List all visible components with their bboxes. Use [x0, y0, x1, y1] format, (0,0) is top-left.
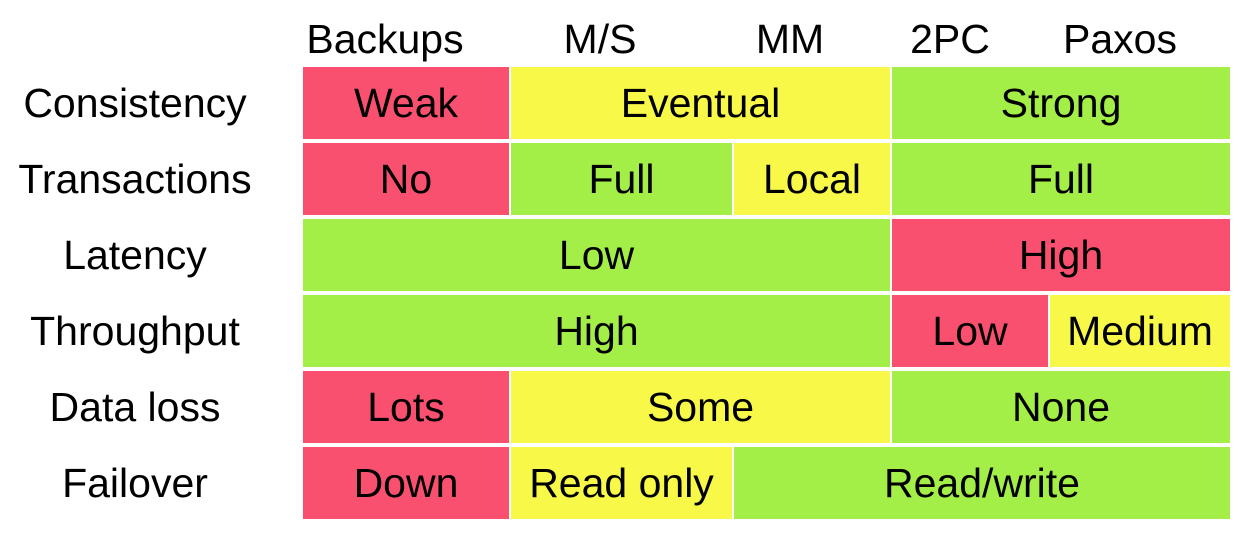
cell-consistency-strong: Strong — [892, 67, 1230, 139]
row-label-failover: Failover — [62, 460, 208, 506]
cell-transactions-full-ms: Full — [511, 143, 732, 215]
column-header-multi-master: MM — [755, 16, 825, 62]
row-label-data-loss: Data loss — [49, 384, 221, 430]
cell-data-loss-lots: Lots — [303, 371, 509, 443]
cell-throughput-medium: Medium — [1050, 295, 1230, 367]
cell-latency-low: Low — [303, 219, 890, 291]
cell-latency-high: High — [892, 219, 1230, 291]
row-label-consistency: Consistency — [23, 80, 247, 126]
cell-failover-read-write: Read/write — [734, 447, 1230, 519]
cell-throughput-high: High — [303, 295, 890, 367]
cell-consistency-eventual: Eventual — [511, 67, 890, 139]
cell-throughput-low: Low — [892, 295, 1048, 367]
cell-transactions-no: No — [303, 143, 509, 215]
column-header-2pc: 2PC — [910, 16, 990, 62]
row-label-throughput: Throughput — [30, 308, 240, 354]
column-header-paxos: Paxos — [1063, 16, 1177, 62]
column-header-master-slave: M/S — [563, 16, 637, 62]
cell-data-loss-some: Some — [511, 371, 890, 443]
row-label-transactions: Transactions — [18, 156, 252, 202]
cell-consistency-weak: Weak — [303, 67, 509, 139]
row-label-latency: Latency — [63, 232, 207, 278]
cell-transactions-local: Local — [734, 143, 890, 215]
column-header-backups: Backups — [306, 16, 464, 62]
cell-data-loss-none: None — [892, 371, 1230, 443]
cell-failover-down: Down — [303, 447, 509, 519]
cell-transactions-full-consensus: Full — [892, 143, 1230, 215]
cell-failover-read-only: Read only — [511, 447, 732, 519]
